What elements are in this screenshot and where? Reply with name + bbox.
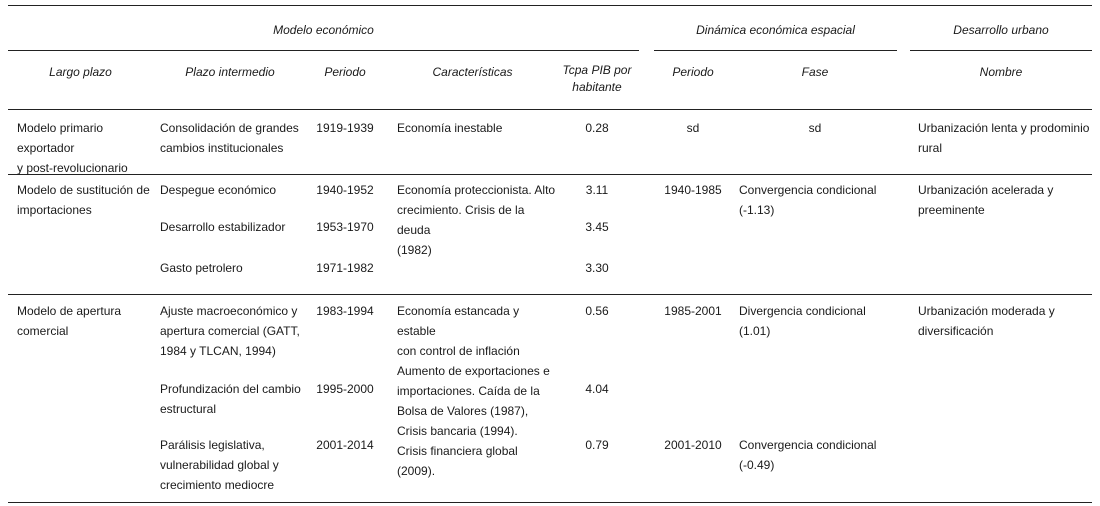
group-rule-modelo: [8, 50, 639, 51]
group-header-dinamica: Dinámica económica espacial: [696, 23, 855, 37]
cell-dinamica-periodo: 2001-2010: [664, 438, 722, 452]
cell-nombre: Urbanización acelerada y preeminente: [918, 183, 1054, 217]
cell-tcpa: 0.28: [585, 121, 609, 135]
cell-periodo: 1995-2000: [316, 382, 374, 396]
column-header-periodo: Periodo: [324, 65, 366, 79]
cell-plazo-intermedio: Desarrollo estabilizador: [160, 220, 286, 234]
cell-plazo-intermedio: Despegue económico: [160, 183, 277, 197]
cell-nombre: Urbanización moderada y diversificación: [918, 304, 1055, 338]
cell-plazo-intermedio: Profundización del cambio estructural: [160, 382, 301, 416]
header-rule: [8, 109, 1092, 110]
column-header-periodo-2: Periodo: [672, 65, 714, 79]
cell-caracteristicas: Economía proteccionista. Alto crecimient…: [397, 183, 556, 257]
cell-plazo-intermedio: Consolidación de grandes cambios institu…: [160, 121, 299, 155]
column-header-plazo-intermedio: Plazo intermedio: [185, 65, 275, 79]
cell-periodo: 1971-1982: [316, 261, 374, 275]
cell-nombre: Urbanización lenta y prodominio rural: [918, 121, 1090, 155]
cell-periodo: 1953-1970: [316, 220, 374, 234]
cell-periodo: 1940-1952: [316, 183, 374, 197]
cell-caracteristicas: Economía inestable: [397, 121, 503, 135]
column-header-tcpa: Tcpa PIB por habitante: [562, 63, 632, 94]
cell-periodo: 1983-1994: [316, 304, 374, 318]
cell-plazo-intermedio: Ajuste macroeconómico y apertura comerci…: [160, 304, 300, 358]
cell-largo-plazo: Modelo de apertura comercial: [17, 304, 122, 338]
group-header-desarrollo: Desarrollo urbano: [953, 23, 1049, 37]
cell-plazo-intermedio: Gasto petrolero: [160, 261, 243, 275]
column-header-nombre: Nombre: [979, 65, 1023, 79]
cell-fase: Convergencia condicional (-0.49): [739, 438, 877, 472]
cell-caracteristicas: Economía estancada y estable con control…: [397, 304, 550, 478]
cell-tcpa: 0.79: [585, 438, 609, 452]
group-rule-dinamica: [654, 50, 897, 51]
cell-periodo: 2001-2014: [316, 438, 374, 452]
cell-tcpa: 3.30: [585, 261, 609, 275]
cell-tcpa: 4.04: [585, 382, 609, 396]
cell-largo-plazo: Modelo primario exportador y post-revolu…: [17, 121, 128, 175]
cell-fase: sd: [808, 121, 822, 135]
cell-tcpa: 3.45: [585, 220, 609, 234]
cell-largo-plazo: Modelo de sustitución de importaciones: [17, 183, 150, 217]
group-header-modelo: Modelo económico: [273, 23, 374, 37]
column-header-caracteristicas: Características: [432, 65, 513, 79]
top-rule: [8, 5, 1092, 6]
row-rule-1: [8, 174, 1092, 175]
cell-tcpa: 3.11: [585, 183, 609, 197]
row-rule-2: [8, 294, 1092, 295]
cell-dinamica-periodo: 1940-1985: [664, 183, 722, 197]
cell-periodo: 1919-1939: [316, 121, 374, 135]
cell-plazo-intermedio: Parálisis legislativa, vulnerabilidad gl…: [160, 438, 279, 492]
column-header-fase: Fase: [801, 65, 829, 79]
cell-fase: Divergencia condicional (1.01): [739, 304, 866, 338]
cell-fase: Convergencia condicional (-1.13): [739, 183, 877, 217]
cell-dinamica-periodo: 1985-2001: [664, 304, 722, 318]
cell-tcpa: 0.56: [585, 304, 609, 318]
column-header-largo-plazo: Largo plazo: [49, 65, 112, 79]
group-rule-desarrollo: [910, 50, 1092, 51]
cell-dinamica-periodo: sd: [686, 121, 700, 135]
bottom-rule: [8, 502, 1092, 503]
